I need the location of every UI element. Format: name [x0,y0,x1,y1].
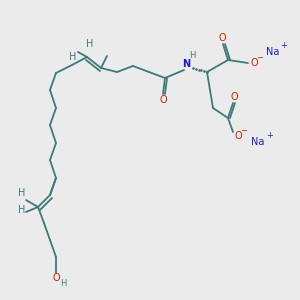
Text: +: + [280,41,287,50]
Text: H: H [189,52,195,61]
Text: O: O [218,33,226,43]
Text: +: + [267,131,273,140]
Text: N: N [182,59,190,69]
Text: Na: Na [251,137,265,147]
Text: H: H [86,39,94,49]
Text: O: O [250,58,258,68]
Text: O: O [230,92,238,102]
Text: Na: Na [266,47,280,57]
Text: −: − [256,53,263,62]
Text: O: O [52,273,60,283]
Text: H: H [60,280,66,289]
Text: O: O [159,95,167,105]
Text: H: H [18,188,26,198]
Text: −: − [241,127,248,136]
Text: H: H [18,205,26,215]
Text: O: O [234,131,242,141]
Text: H: H [69,52,77,62]
